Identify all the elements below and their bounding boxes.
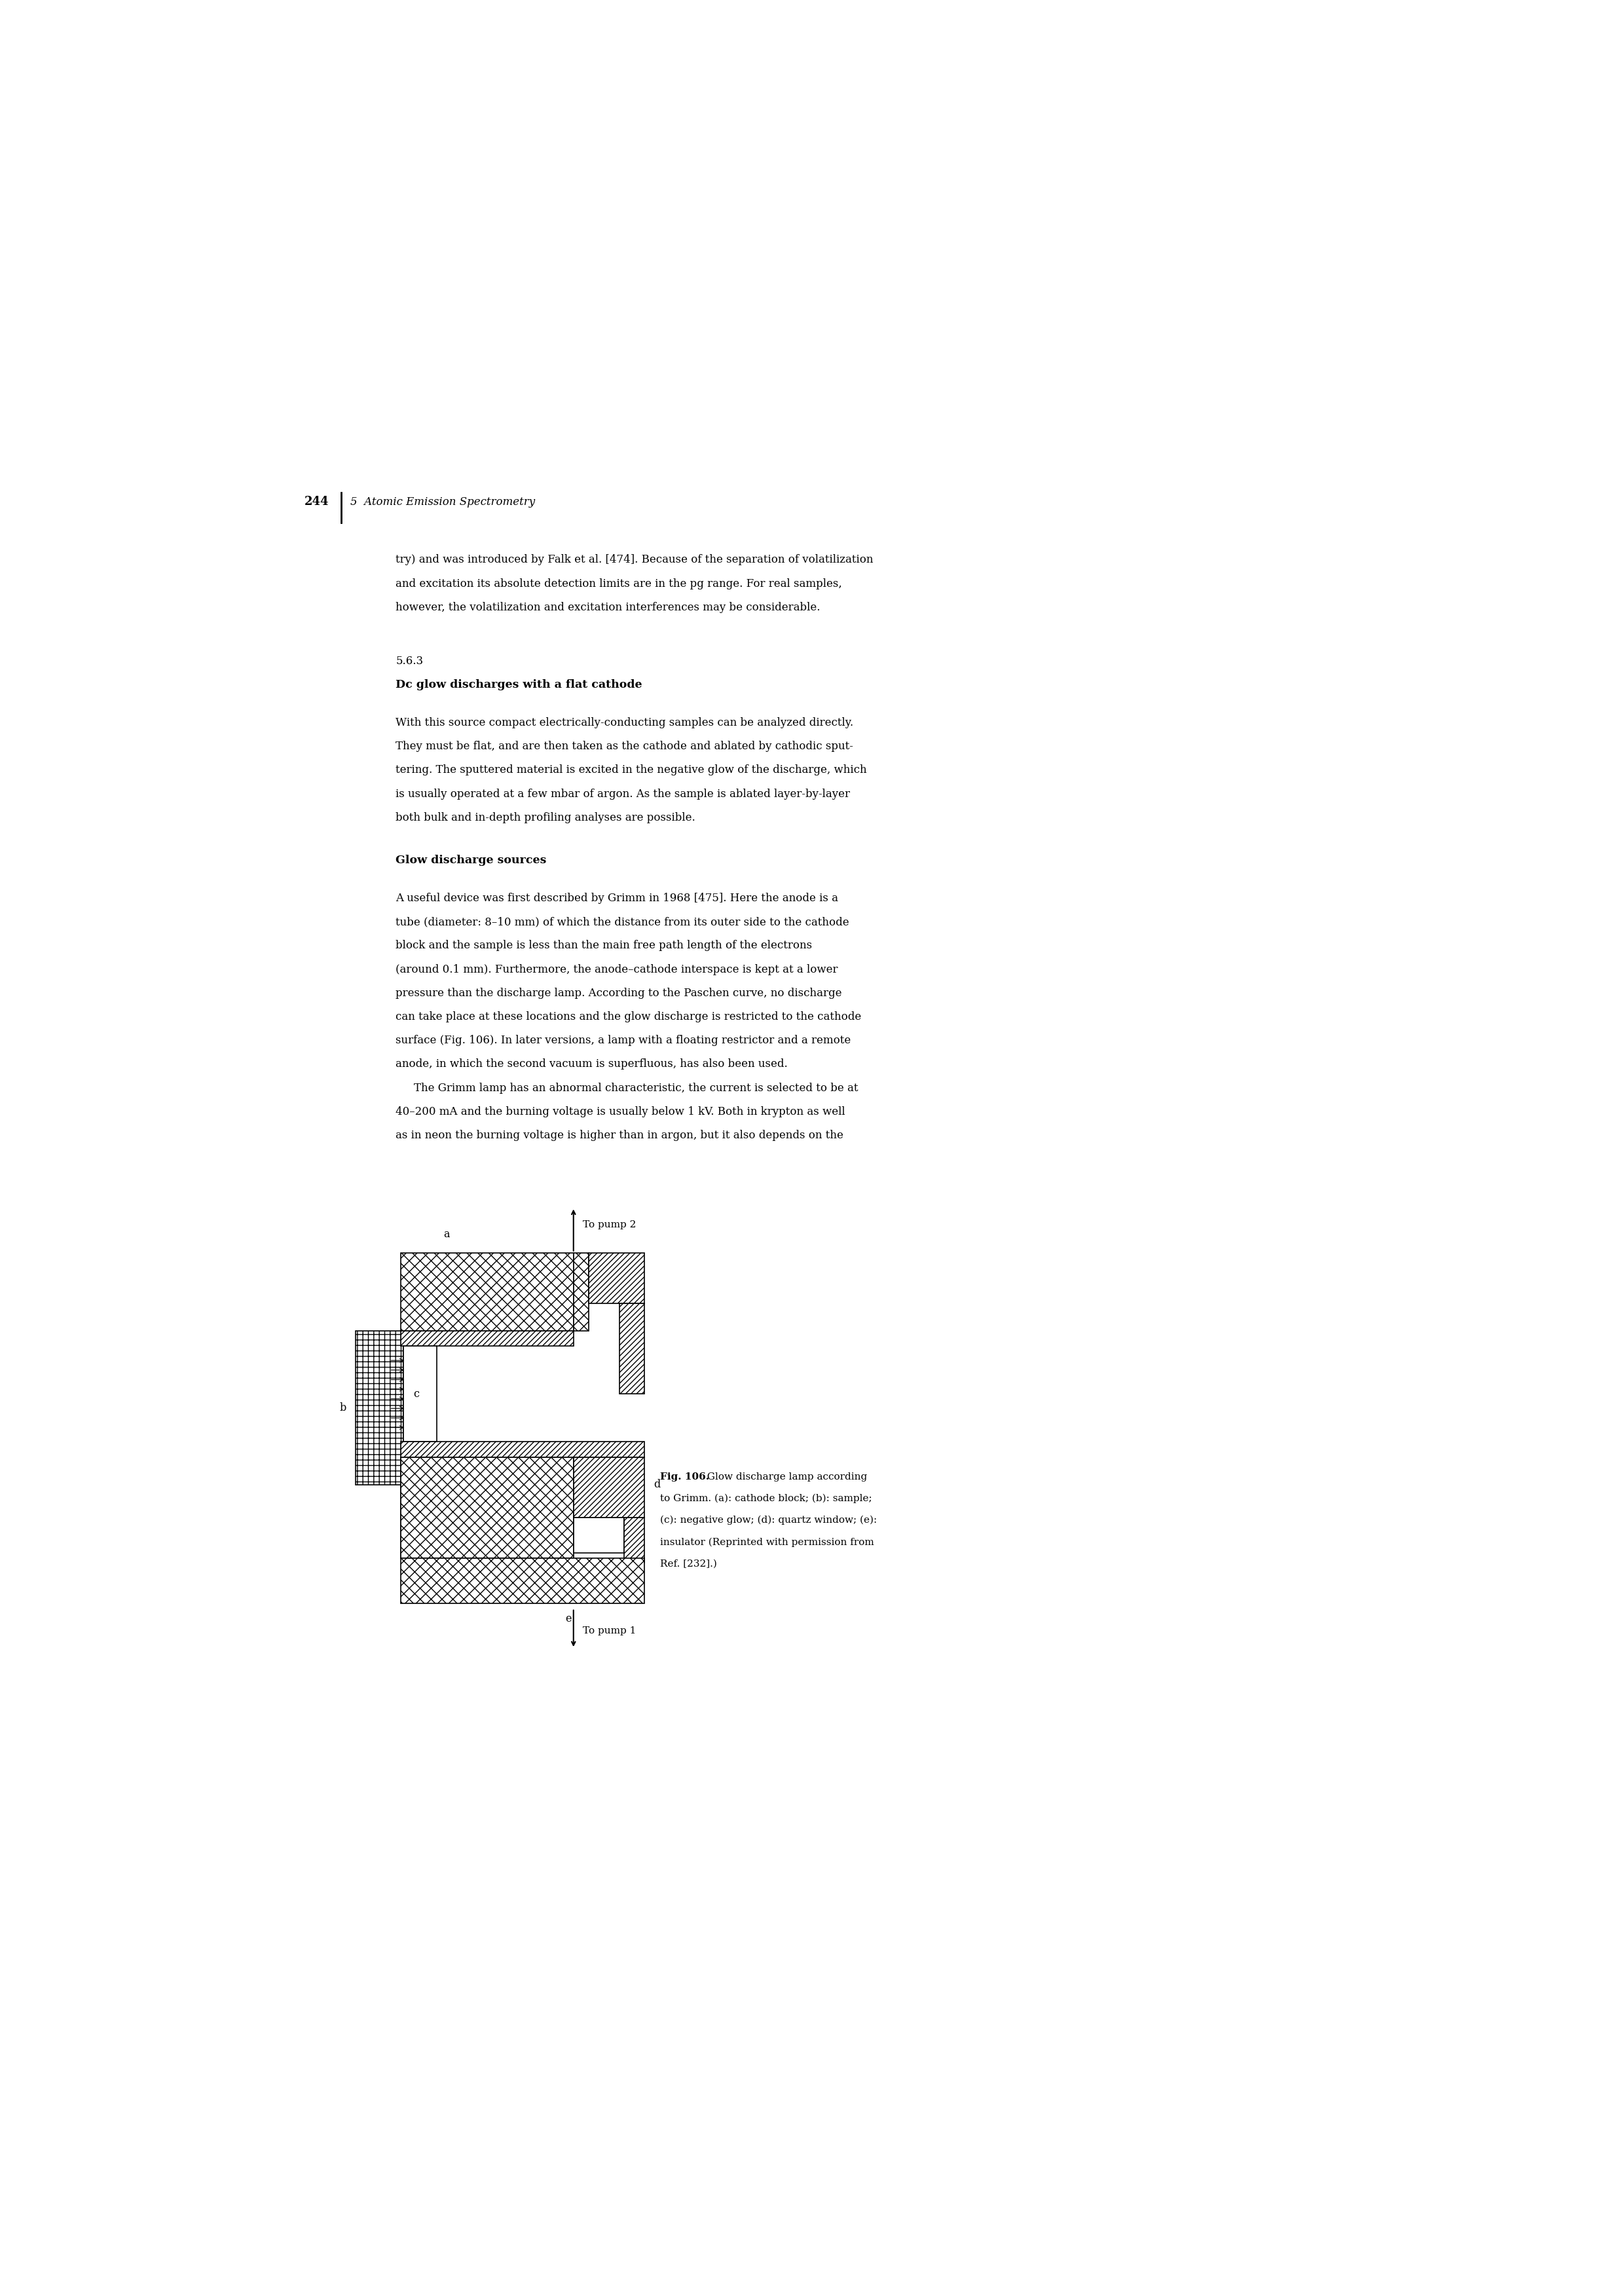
Bar <box>573 1457 645 1517</box>
Bar <box>401 1441 645 1457</box>
Text: tube (diameter: 8–10 mm) of which the distance from its outer side to the cathod: tube (diameter: 8–10 mm) of which the di… <box>396 916 849 927</box>
Text: With this source compact electrically-conducting samples can be analyzed directl: With this source compact electrically-co… <box>396 718 854 728</box>
Bar <box>401 1457 432 1558</box>
Text: Glow discharge lamp according: Glow discharge lamp according <box>700 1473 867 1483</box>
Bar <box>401 1457 573 1558</box>
Text: 244: 244 <box>304 496 328 507</box>
Text: 40–200 mA and the burning voltage is usually below 1 kV. Both in krypton as well: 40–200 mA and the burning voltage is usu… <box>396 1106 846 1118</box>
Text: can take place at these locations and the glow discharge is restricted to the ca: can take place at these locations and th… <box>396 1012 862 1021</box>
Bar <box>588 1253 645 1304</box>
Bar <box>401 1253 573 1331</box>
Text: A useful device was first described by Grimm in 1968 [475]. Here the anode is a: A useful device was first described by G… <box>396 893 838 904</box>
Text: 5.6.3: 5.6.3 <box>396 656 424 668</box>
Text: Glow discharge sources: Glow discharge sources <box>396 856 547 865</box>
Text: Dc glow discharges with a flat cathode: Dc glow discharges with a flat cathode <box>396 679 643 691</box>
Text: pressure than the discharge lamp. According to the Paschen curve, no discharge: pressure than the discharge lamp. Accord… <box>396 987 843 998</box>
Text: both bulk and in-depth profiling analyses are possible.: both bulk and in-depth profiling analyse… <box>396 812 695 824</box>
Bar <box>619 1304 645 1393</box>
Text: anode, in which the second vacuum is superfluous, has also been used.: anode, in which the second vacuum is sup… <box>396 1058 788 1069</box>
Text: tering. The sputtered material is excited in the negative glow of the discharge,: tering. The sputtered material is excite… <box>396 764 867 776</box>
Text: Ref. [232].): Ref. [232].) <box>659 1558 716 1567</box>
Text: d: d <box>653 1480 661 1489</box>
Bar <box>401 1331 573 1347</box>
Text: insulator (Reprinted with permission from: insulator (Reprinted with permission fro… <box>659 1538 874 1547</box>
Text: 5  Atomic Emission Spectrometry: 5 Atomic Emission Spectrometry <box>351 496 534 507</box>
Bar <box>401 1558 645 1604</box>
Text: To pump 2: To pump 2 <box>583 1221 637 1230</box>
Text: To pump 1: To pump 1 <box>583 1627 637 1636</box>
Text: to Grimm. (a): cathode block; (b): sample;: to Grimm. (a): cathode block; (b): sampl… <box>659 1494 872 1503</box>
Text: and excitation its absolute detection limits are in the pg range. For real sampl: and excitation its absolute detection li… <box>396 578 843 590</box>
Text: Fig. 106.: Fig. 106. <box>659 1473 710 1483</box>
Text: is usually operated at a few mbar of argon. As the sample is ablated layer-by-la: is usually operated at a few mbar of arg… <box>396 789 851 799</box>
Text: e: e <box>565 1613 572 1625</box>
Bar <box>356 1331 403 1485</box>
Text: surface (Fig. 106). In later versions, a lamp with a floating restrictor and a r: surface (Fig. 106). In later versions, a… <box>396 1035 851 1047</box>
Text: c: c <box>412 1388 419 1400</box>
Bar <box>573 1517 624 1554</box>
Text: (c): negative glow; (d): quartz window; (e):: (c): negative glow; (d): quartz window; … <box>659 1515 877 1526</box>
Text: block and the sample is less than the main free path length of the electrons: block and the sample is less than the ma… <box>396 941 812 952</box>
Text: The Grimm lamp has an abnormal characteristic, the current is selected to be at: The Grimm lamp has an abnormal character… <box>414 1083 857 1092</box>
Text: They must be flat, and are then taken as the cathode and ablated by cathodic spu: They must be flat, and are then taken as… <box>396 741 854 753</box>
Bar <box>403 1347 437 1441</box>
Text: as in neon the burning voltage is higher than in argon, but it also depends on t: as in neon the burning voltage is higher… <box>396 1129 844 1141</box>
Bar <box>573 1253 588 1331</box>
Text: (around 0.1 mm). Furthermore, the anode–cathode interspace is kept at a lower: (around 0.1 mm). Furthermore, the anode–… <box>396 964 838 975</box>
Bar <box>624 1517 645 1563</box>
Text: try) and was introduced by Falk et al. [474]. Because of the separation of volat: try) and was introduced by Falk et al. [… <box>396 555 874 565</box>
Text: however, the volatilization and excitation interferences may be considerable.: however, the volatilization and excitati… <box>396 601 820 613</box>
Text: b: b <box>339 1402 346 1414</box>
Text: a: a <box>443 1230 450 1239</box>
